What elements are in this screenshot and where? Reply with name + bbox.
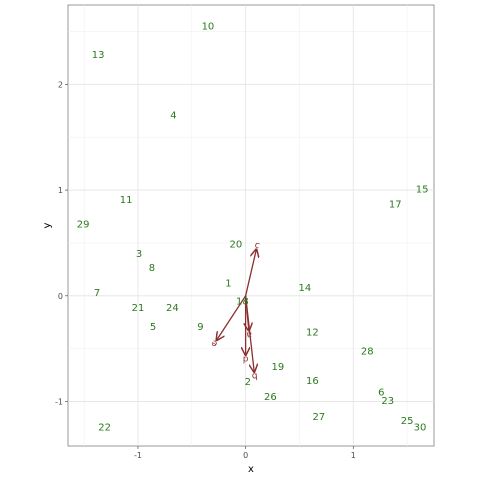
vector-arrows: a b c d e <box>209 240 261 380</box>
point-label-9: 9 <box>197 322 203 333</box>
y-tick-label: 1 <box>58 186 63 195</box>
point-label-17: 17 <box>389 199 402 210</box>
point-label-27: 27 <box>312 412 325 423</box>
point-label-1: 1 <box>225 279 231 290</box>
point-label-14: 14 <box>298 283 311 294</box>
vector-label-c: c <box>254 240 261 251</box>
point-label-20: 20 <box>230 240 243 251</box>
point-label-5: 5 <box>150 322 156 333</box>
point-label-6: 6 <box>378 388 384 399</box>
point-label-3: 3 <box>136 249 142 260</box>
vector-label-b: b <box>251 370 258 381</box>
vector-arrow-b <box>244 295 255 372</box>
point-label-12: 12 <box>306 327 319 338</box>
point-label-15: 15 <box>416 185 429 196</box>
point-label-19: 19 <box>272 362 285 373</box>
y-tick-label: -1 <box>55 398 63 407</box>
point-label-30: 30 <box>414 422 427 433</box>
x-tick-label: 1 <box>351 451 356 460</box>
point-label-4: 4 <box>170 110 176 121</box>
point-label-22: 22 <box>98 422 111 433</box>
point-label-18: 18 <box>236 297 249 308</box>
plot-panel <box>67 4 435 447</box>
y-tick-label: 2 <box>58 80 63 89</box>
vector-label-a: a <box>246 329 252 339</box>
vector-label-e: e <box>209 337 219 349</box>
point-label-8: 8 <box>149 263 155 274</box>
point-label-10: 10 <box>202 22 215 33</box>
point-label-21: 21 <box>132 303 145 314</box>
point-label-25: 25 <box>401 416 414 427</box>
point-label-16: 16 <box>306 376 319 387</box>
y-axis-title: y <box>42 222 53 228</box>
vector-arrow-e <box>217 295 247 340</box>
point-label-23: 23 <box>381 396 394 407</box>
point-label-24: 24 <box>166 303 179 314</box>
point-label-2: 2 <box>245 377 251 388</box>
point-label-13: 13 <box>92 50 105 61</box>
point-labels: 1234567891011121314151617181920212223242… <box>77 22 429 434</box>
x-axis-title: x <box>248 464 254 475</box>
point-label-11: 11 <box>120 195 133 206</box>
point-label-26: 26 <box>264 392 277 403</box>
vector-label-d: d <box>243 354 249 364</box>
x-tick-label: -1 <box>134 451 142 460</box>
point-label-29: 29 <box>77 219 90 230</box>
y-tick-label: 0 <box>58 292 63 301</box>
point-label-28: 28 <box>361 346 374 357</box>
point-label-7: 7 <box>94 288 100 299</box>
vector-arrow-c <box>244 249 257 296</box>
x-tick-label: 0 <box>243 451 248 460</box>
